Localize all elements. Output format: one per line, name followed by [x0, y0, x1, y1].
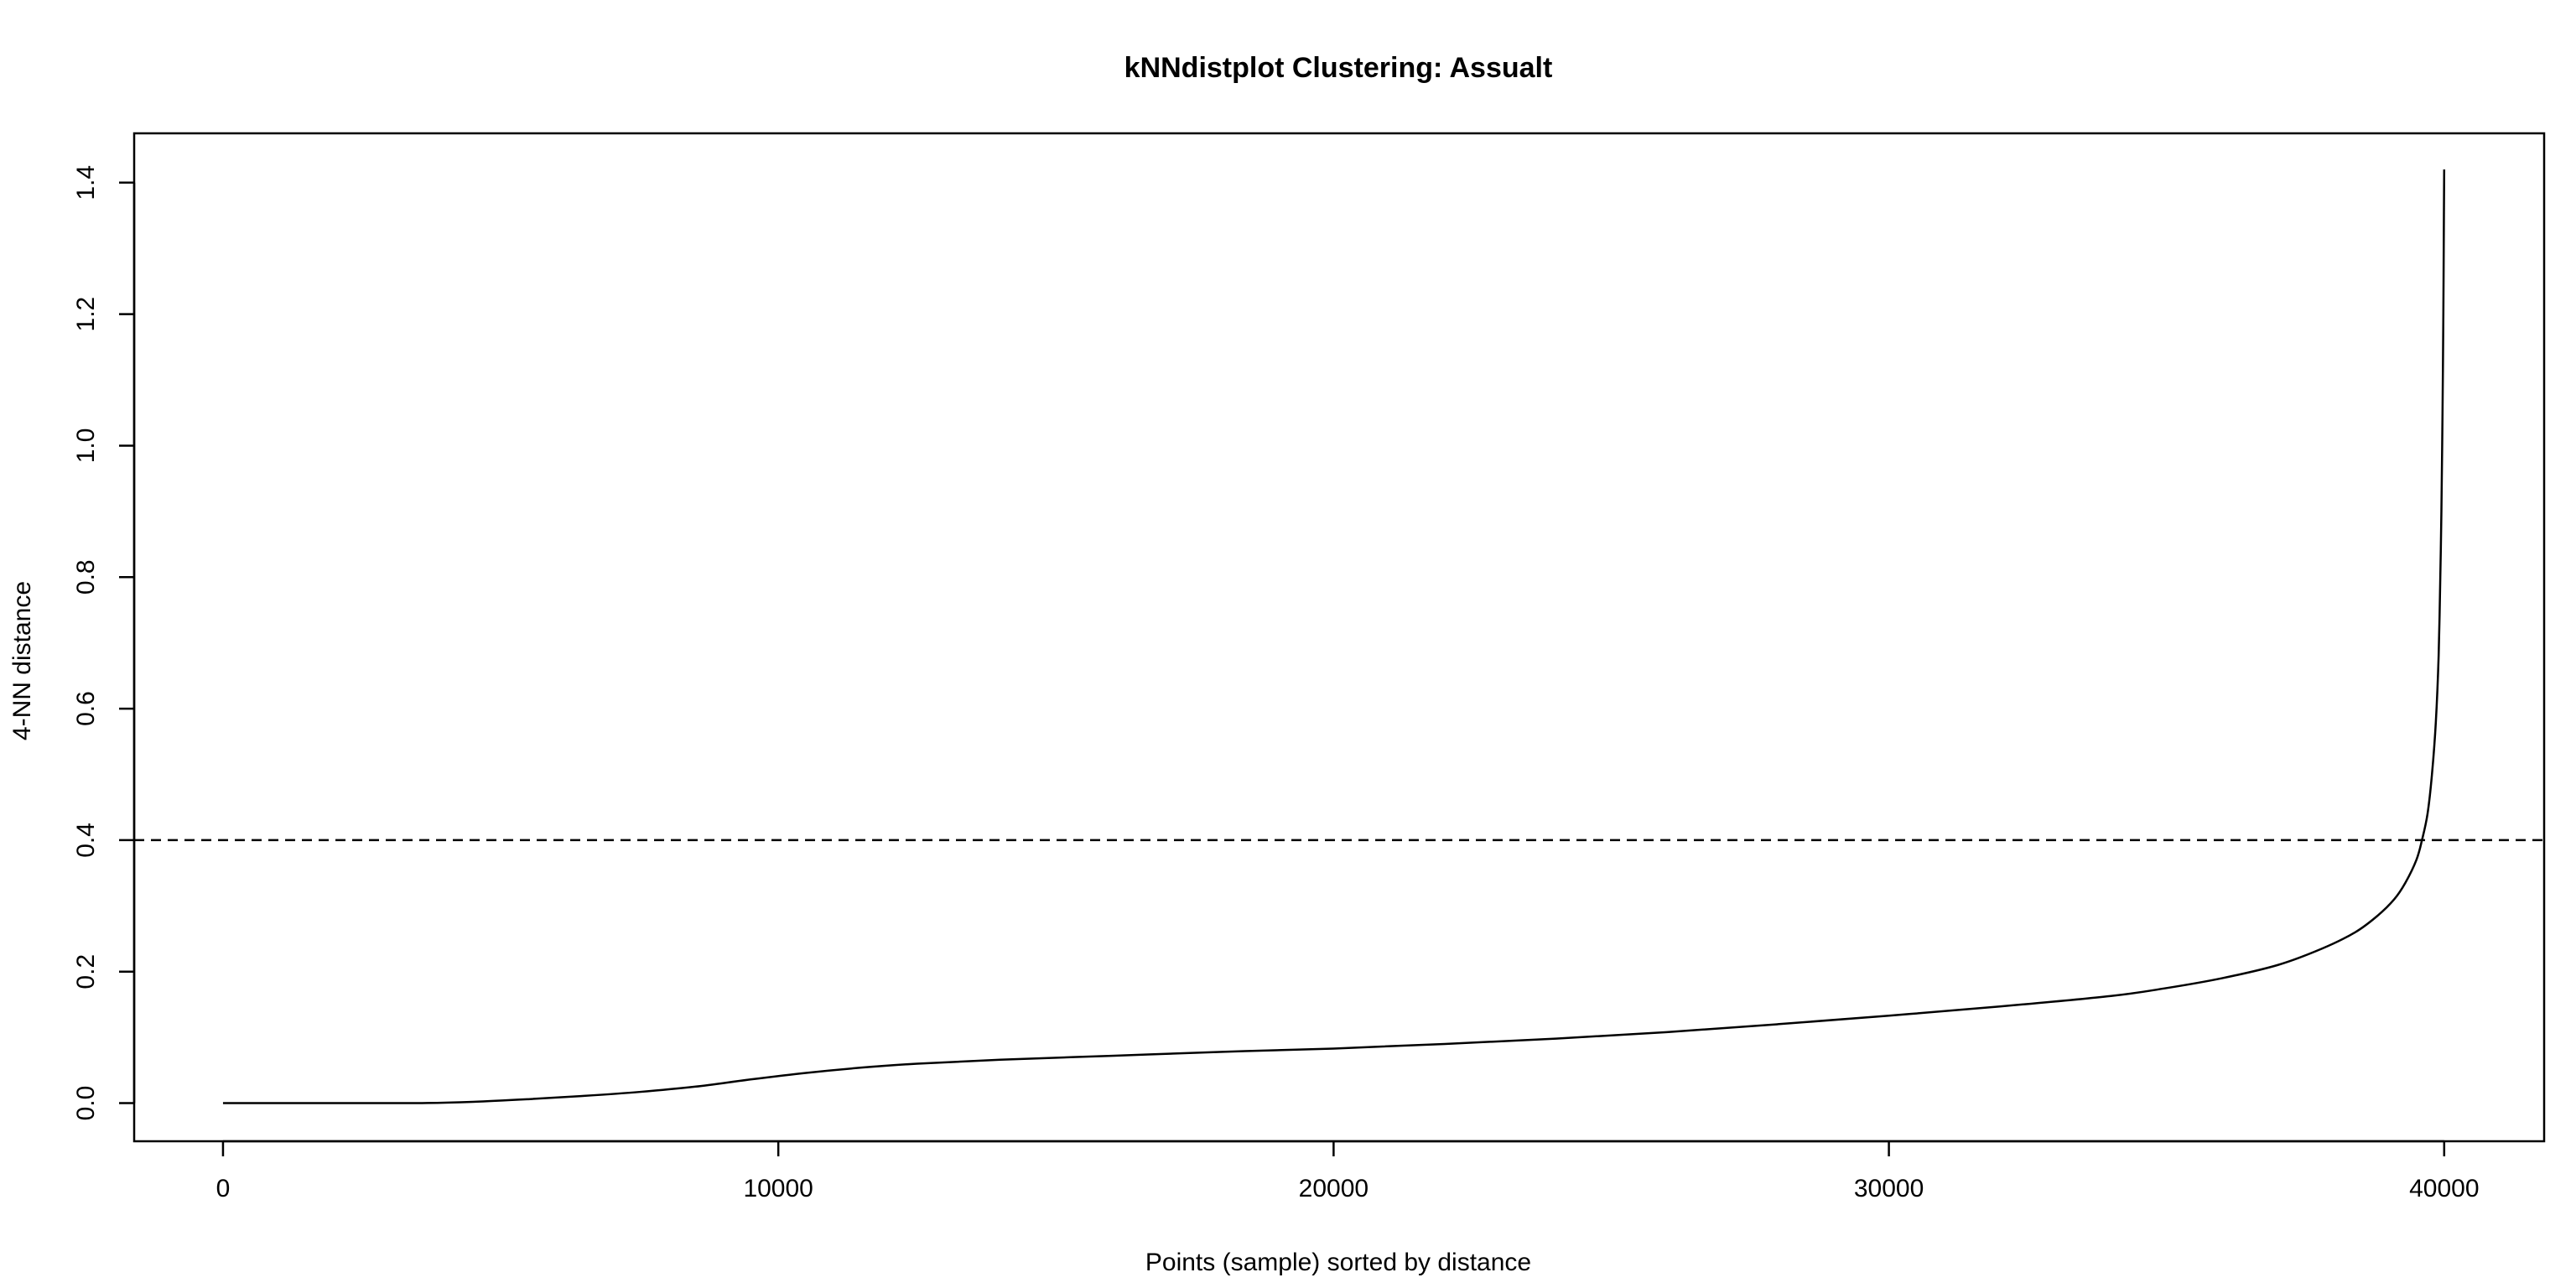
y-tick-label: 0.6 — [72, 691, 100, 726]
x-axis-label: Points (sample) sorted by distance — [1145, 1249, 1531, 1276]
y-tick-label: 0.2 — [72, 954, 100, 989]
y-tick-label: 0.4 — [72, 823, 100, 858]
y-axis-ticks: 0.0 0.2 0.4 0.6 0.8 1.0 1.2 1.4 — [72, 165, 136, 1121]
x-tick-label: 20000 — [1299, 1175, 1368, 1202]
y-tick-label: 0.8 — [72, 559, 100, 595]
y-axis-label: 4-NN distance — [8, 581, 36, 740]
y-tick-label: 1.4 — [72, 165, 100, 200]
x-tick-label: 10000 — [743, 1175, 813, 1202]
y-tick-label: 0.0 — [72, 1086, 100, 1121]
knn-distance-series-line — [222, 169, 2446, 1104]
y-tick-label: 1.0 — [72, 428, 100, 464]
x-tick-label: 0 — [216, 1175, 231, 1202]
x-tick-label: 30000 — [1854, 1175, 1924, 1202]
y-tick-label: 1.2 — [72, 297, 100, 332]
chart-title: kNNdistplot Clustering: Assualt — [1124, 52, 1553, 84]
x-tick-label: 40000 — [2409, 1175, 2479, 1202]
plot-frame — [132, 132, 2546, 1143]
x-axis-ticks: 0 10000 20000 30000 40000 — [216, 1140, 2480, 1202]
